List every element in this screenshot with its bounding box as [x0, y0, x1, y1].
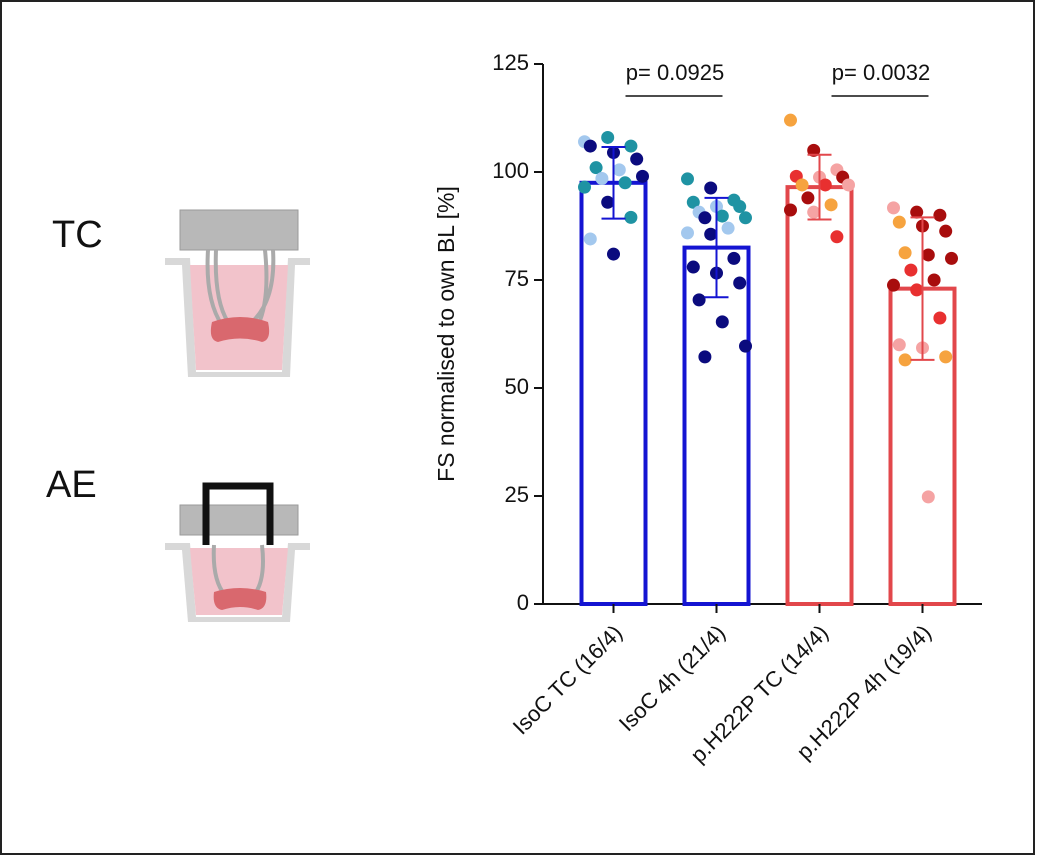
tc-illustration [165, 210, 310, 377]
y-tick-label: 0 [517, 590, 529, 615]
data-point [933, 209, 946, 222]
data-point [939, 225, 952, 238]
y-tick-label: 125 [492, 50, 529, 75]
data-point [704, 181, 717, 194]
data-point [910, 283, 923, 296]
data-point [722, 222, 735, 235]
data-point [784, 114, 797, 127]
y-tick-label: 75 [505, 266, 529, 291]
data-point [945, 252, 958, 265]
p-value: p= 0.0925 [626, 60, 724, 85]
data-point [739, 340, 752, 353]
data-point [595, 172, 608, 185]
y-axis-label: FS normalised to own BL [%] [433, 186, 459, 482]
data-point [807, 206, 820, 219]
data-point [899, 246, 912, 259]
data-point [693, 293, 706, 306]
data-point [698, 350, 711, 363]
data-point [933, 312, 946, 325]
data-point [796, 178, 809, 191]
data-point [922, 248, 935, 261]
data-point [784, 204, 797, 217]
data-point [716, 315, 729, 328]
data-point [716, 210, 729, 223]
data-point [619, 176, 632, 189]
data-point [601, 131, 614, 144]
data-point [687, 261, 700, 274]
data-point [830, 230, 843, 243]
data-point [584, 232, 597, 245]
data-point [825, 198, 838, 211]
panel-label: TC [52, 214, 103, 256]
data-point [698, 211, 711, 224]
data-point [624, 140, 637, 153]
data-point [704, 228, 717, 241]
data-point [801, 191, 814, 204]
data-point [899, 353, 912, 366]
data-point [727, 252, 740, 265]
data-point [842, 178, 855, 191]
p-value: p= 0.0032 [832, 60, 930, 85]
data-point [819, 178, 832, 191]
panel-label: AE [46, 464, 97, 506]
data-point [636, 170, 649, 183]
data-point [939, 350, 952, 363]
data-point [578, 181, 591, 194]
data-point [607, 248, 620, 261]
data-point [681, 226, 694, 239]
data-point [887, 279, 900, 292]
data-point [928, 274, 941, 287]
data-point [733, 200, 746, 213]
ae-illustration [165, 486, 310, 622]
data-point [887, 201, 900, 214]
data-point [739, 211, 752, 224]
y-tick-label: 100 [492, 158, 529, 183]
data-point [904, 264, 917, 277]
y-tick-label: 25 [505, 482, 529, 507]
data-point [733, 277, 746, 290]
data-point [681, 172, 694, 185]
data-point [922, 490, 935, 503]
data-point [584, 140, 597, 153]
data-point [613, 163, 626, 176]
y-tick-label: 50 [505, 374, 529, 399]
data-point [630, 153, 643, 166]
data-point [893, 338, 906, 351]
data-point [624, 211, 637, 224]
data-point [601, 196, 614, 209]
data-point [893, 216, 906, 229]
